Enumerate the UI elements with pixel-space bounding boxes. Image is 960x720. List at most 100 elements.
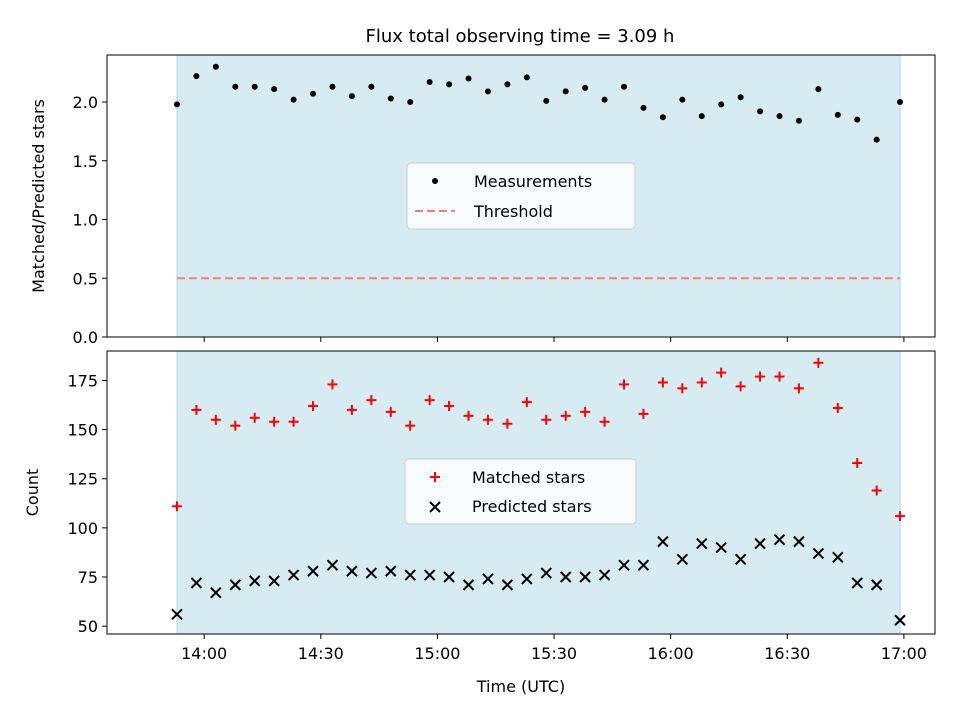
- measurement-point: [718, 101, 725, 108]
- measurement-point: [348, 93, 355, 100]
- legend: Matched stars Predicted stars: [404, 458, 637, 525]
- matched-point: [871, 485, 882, 496]
- measurement-point: [582, 84, 589, 91]
- predicted-point: [579, 571, 591, 583]
- measurement-point: [484, 88, 491, 95]
- y-tick-label: 1.0: [73, 211, 98, 230]
- matched-point: [405, 420, 416, 431]
- x-tick-label: 17:00: [881, 644, 927, 663]
- y-tick-label: 0.5: [73, 269, 98, 288]
- cross-bar: [443, 571, 455, 583]
- cross-bar: [793, 535, 805, 548]
- cross-bar: [812, 547, 825, 560]
- x-tick-label: 16:30: [764, 644, 810, 663]
- predicted-point: [793, 535, 805, 548]
- matched-point: [716, 367, 727, 378]
- x-tick-label: 14:00: [181, 644, 227, 663]
- matched-point: [385, 406, 396, 417]
- legend-box: [406, 162, 636, 230]
- legend-matched-marker: [430, 472, 440, 482]
- measurement-point: [271, 86, 278, 93]
- matched-point: [580, 406, 591, 417]
- x-tick-label: 16:00: [648, 644, 694, 663]
- measurement-point: [698, 113, 705, 120]
- legend-predicted-label: Predicted stars: [472, 497, 592, 516]
- matched-point: [327, 379, 338, 390]
- legend-predicted-marker: [429, 501, 441, 513]
- matched-point: [463, 410, 474, 421]
- matched-point: [444, 401, 455, 412]
- measurement-point: [834, 111, 841, 118]
- matched-point: [288, 416, 299, 427]
- measurement-point: [368, 83, 375, 90]
- predicted-point: [482, 573, 494, 585]
- predicted-point: [618, 559, 630, 571]
- matched-point: [346, 404, 357, 415]
- predicted-point: [851, 577, 863, 589]
- predicted-point: [715, 541, 727, 554]
- y-tick-label: 2.0: [73, 93, 98, 112]
- cross-bar: [482, 573, 494, 585]
- cross-bar: [171, 608, 183, 621]
- predicted-point: [462, 579, 475, 591]
- measurement-point: [854, 116, 861, 123]
- predicted-point: [540, 567, 552, 579]
- predicted-point: [171, 608, 183, 621]
- predicted-point: [443, 571, 455, 583]
- measurement-point: [504, 81, 511, 88]
- cross-bar: [326, 559, 339, 571]
- ratio-panel: 0.0 0.5 1.0 1.5 2.0 Matched/Predicted stars Me…: [29, 54, 936, 347]
- matched-point: [210, 414, 221, 425]
- predicted-point: [249, 575, 261, 587]
- matched-point: [619, 379, 630, 390]
- predicted-point: [696, 537, 708, 550]
- measurement-point: [193, 73, 200, 80]
- measurement-point: [251, 83, 258, 90]
- measurement-point: [679, 96, 686, 103]
- y-tick-label: 50: [78, 617, 98, 636]
- cross-bar: [429, 501, 441, 513]
- matched-point: [366, 395, 377, 406]
- measurement-point: [465, 75, 472, 82]
- measurement-point: [815, 86, 822, 93]
- predicted-point: [657, 535, 669, 548]
- y-tick-label: 175: [67, 371, 98, 390]
- predicted-point: [637, 559, 650, 571]
- predicted-point: [812, 547, 825, 560]
- matched-point: [755, 371, 766, 382]
- cross-bar: [676, 553, 689, 566]
- matched-point: [230, 420, 241, 431]
- measurement-point: [776, 113, 783, 120]
- matched-point: [774, 371, 785, 382]
- cross-bar: [851, 577, 863, 589]
- cross-bar: [773, 533, 786, 546]
- matched-point: [482, 414, 493, 425]
- y-tick-label: 125: [67, 470, 98, 489]
- y-tick-label: 0.0: [73, 328, 98, 347]
- measurement-point: [446, 81, 453, 88]
- matched-point: [308, 401, 319, 412]
- predicted-point: [229, 579, 241, 591]
- cross-bar: [715, 541, 727, 554]
- y-axis-label: Count: [23, 469, 42, 517]
- y-tick-label: 75: [78, 568, 98, 587]
- measurement-point: [659, 114, 666, 121]
- cross-bar: [754, 537, 766, 550]
- cross-bar: [462, 579, 475, 591]
- matched-point: [735, 381, 746, 392]
- measurement-point: [310, 90, 317, 97]
- axes-frame: [106, 350, 936, 635]
- y-tick-label: 150: [67, 421, 98, 440]
- matched-point: [560, 410, 571, 421]
- predicted-point: [870, 579, 883, 591]
- cross-bar: [190, 577, 203, 589]
- predicted-point: [268, 575, 280, 587]
- matched-point: [269, 416, 280, 427]
- predicted-point: [287, 569, 300, 581]
- predicted-point: [307, 565, 319, 577]
- predicted-point: [346, 565, 358, 577]
- cross-bar: [501, 579, 514, 591]
- predicted-point: [404, 569, 416, 581]
- matched-point: [599, 416, 610, 427]
- cross-bar: [579, 571, 591, 583]
